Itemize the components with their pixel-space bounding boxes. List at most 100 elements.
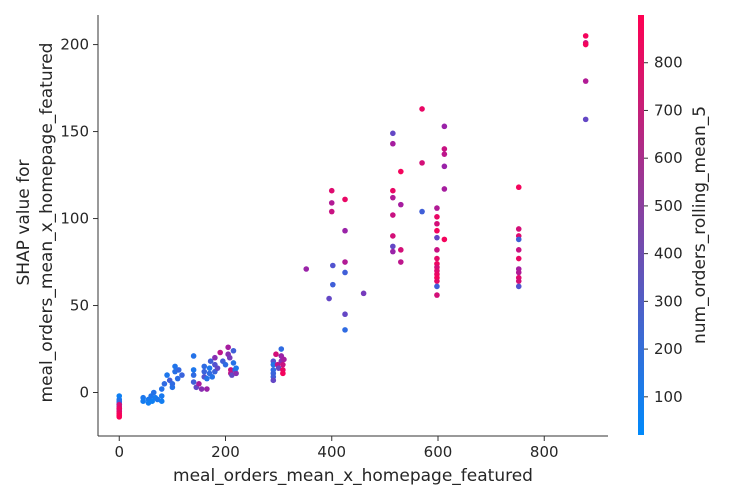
scatter-point: [280, 361, 286, 368]
scatter-point: [441, 163, 448, 170]
scatter-point: [342, 227, 348, 234]
scatter-point: [390, 194, 396, 201]
scatter-point: [515, 283, 522, 290]
scatter-point: [229, 372, 235, 378]
colorbar-tick-label: 200: [654, 340, 683, 358]
colorbar-tick-label: 700: [654, 101, 683, 119]
scatter-point: [330, 262, 336, 269]
scatter-point: [434, 220, 440, 227]
scatter-point: [204, 386, 210, 392]
scatter-point: [342, 196, 348, 203]
scatter-point: [140, 398, 146, 405]
scatter-point: [515, 255, 522, 262]
scatter-point: [158, 386, 165, 392]
scatter-point: [158, 393, 165, 399]
scatter-point: [233, 365, 239, 371]
scatter-point: [434, 292, 440, 298]
scatter-point: [190, 353, 197, 359]
scatter-point: [342, 327, 348, 333]
scatter-point: [164, 372, 170, 378]
scatter-point: [190, 379, 197, 385]
scatter-point: [150, 389, 157, 396]
scatter-point: [441, 236, 448, 243]
scatter-point: [434, 234, 440, 241]
y-axis-title: SHAP value for meal_orders_mean_x_homepa…: [14, 43, 57, 403]
scatter-point: [390, 212, 396, 218]
scatter-point: [441, 123, 448, 130]
scatter-point: [198, 386, 205, 392]
colorbar-tick-label: 100: [654, 388, 683, 406]
scatter-point: [201, 363, 208, 370]
scatter-point: [398, 168, 404, 175]
scatter-point: [214, 365, 221, 371]
scatter-point: [116, 405, 123, 411]
scatter-point: [207, 358, 214, 364]
colorbar-tick-label: 400: [654, 245, 683, 263]
scatter-point: [419, 160, 425, 166]
scatter-point: [230, 360, 237, 366]
scatter-point: [233, 370, 239, 377]
colorbar-tick-label: 300: [654, 292, 683, 310]
scatter-point: [174, 375, 181, 382]
scatter-point: [434, 283, 440, 290]
scatter-point: [172, 363, 178, 370]
y-ticks: 0 50 100 150 200: [60, 36, 98, 402]
x-tick-label: 400: [317, 443, 346, 461]
y-tick-label: 200: [60, 36, 89, 54]
scatter-point: [204, 375, 210, 382]
scatter-point: [190, 372, 197, 378]
scatter-point: [206, 365, 213, 371]
scatter-point: [582, 41, 589, 48]
scatter-point: [441, 186, 448, 192]
scatter-point: [217, 349, 223, 356]
x-axis-title: meal_orders_mean_x_homepage_featured: [173, 466, 533, 486]
x-tick-label: 600: [424, 443, 453, 461]
scatter-point: [360, 290, 367, 297]
scatter-point: [190, 367, 197, 373]
scatter-point: [273, 351, 279, 358]
scatter-point: [278, 346, 285, 352]
scatter-point: [225, 344, 231, 351]
scatter-point: [116, 414, 123, 420]
scatter-point: [515, 236, 522, 243]
scatter-point: [582, 33, 589, 39]
scatter-point: [154, 396, 161, 403]
scatter-point: [303, 266, 310, 272]
scatter-point: [169, 381, 176, 387]
scatter-point: [270, 361, 277, 368]
scatter-point: [398, 247, 404, 253]
scatter-point: [434, 278, 440, 284]
scatter-point: [342, 269, 348, 276]
colorbar-ticks: 100 200 300 400 500 600 700 800: [644, 54, 683, 406]
colorbar-title: num_orders_rolling_mean_5: [690, 106, 710, 344]
scatter-point: [222, 361, 229, 368]
scatter-point: [434, 255, 440, 262]
scatter-point: [161, 381, 168, 387]
scatter-point: [390, 130, 396, 137]
scatter-point: [419, 106, 425, 112]
scatter-point: [330, 281, 336, 288]
scatter-point: [326, 295, 332, 302]
scatter-point: [275, 365, 282, 371]
scatter-point: [201, 368, 208, 375]
colorbar-tick-label: 500: [654, 197, 683, 215]
scatter-point: [515, 226, 522, 232]
scatter-point: [270, 377, 277, 384]
y-tick-label: 100: [60, 210, 89, 228]
scatter-point: [179, 372, 185, 378]
scatter-point: [390, 248, 396, 255]
y-tick-label: 0: [79, 384, 89, 402]
scatter-point: [280, 370, 286, 377]
scatter-point: [209, 374, 216, 380]
scatter-point: [515, 269, 522, 276]
scatter-point: [158, 398, 165, 405]
y-tick-label: 50: [70, 297, 89, 315]
scatter-point: [515, 184, 522, 191]
scatter-point: [212, 354, 218, 361]
x-ticks: 0 200 400 600 800: [114, 436, 559, 461]
scatter-point: [328, 187, 335, 194]
scatter-point: [390, 233, 396, 239]
scatter-point: [226, 354, 233, 361]
scatter-point: [441, 151, 448, 157]
